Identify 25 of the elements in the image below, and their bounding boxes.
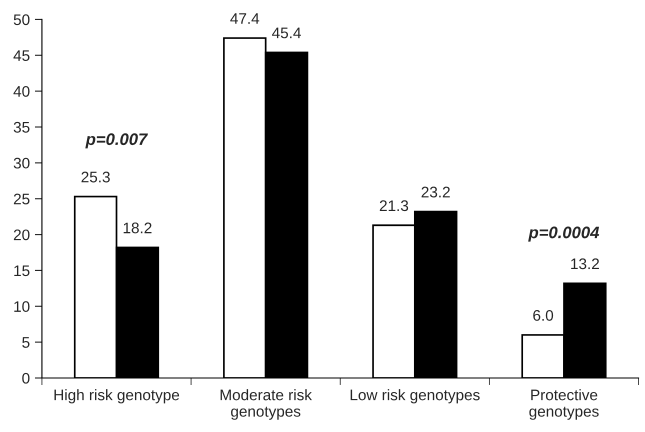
annotation: p=0.0004 bbox=[528, 226, 600, 242]
data-label: 13.2 bbox=[571, 258, 599, 270]
data-label: 23.2 bbox=[422, 186, 450, 198]
y-tick-label: 25 bbox=[14, 194, 30, 204]
data-label: 47.4 bbox=[230, 13, 260, 24]
data-label: 21.3 bbox=[380, 200, 408, 212]
data-label: 45.4 bbox=[272, 28, 301, 38]
x-tick-label: Protective genotypes bbox=[529, 389, 599, 420]
y-tick-label: 45 bbox=[13, 50, 30, 61]
y-tick-label: 10 bbox=[14, 301, 30, 312]
y-tick-label: 50 bbox=[14, 14, 30, 26]
x-tick-label: High risk genotype bbox=[54, 389, 180, 404]
annotation: p=0.007 bbox=[85, 133, 148, 148]
y-tick-label: 15 bbox=[14, 265, 30, 276]
data-label: 25.3 bbox=[82, 172, 110, 182]
data-label: 18.2 bbox=[124, 222, 152, 234]
y-tick-label: 20 bbox=[14, 229, 30, 240]
x-tick-label: Moderate risk genotypes bbox=[220, 389, 312, 420]
x-tick-label: Low risk genotypes bbox=[350, 389, 480, 404]
y-tick-label: 30 bbox=[14, 158, 30, 169]
y-tick-label: 0 bbox=[22, 372, 30, 384]
y-tick-label: 5 bbox=[22, 337, 30, 348]
y-tick-label: 35 bbox=[14, 122, 30, 133]
y-tick-label: 40 bbox=[13, 86, 30, 97]
data-label: 6.0 bbox=[533, 310, 554, 321]
